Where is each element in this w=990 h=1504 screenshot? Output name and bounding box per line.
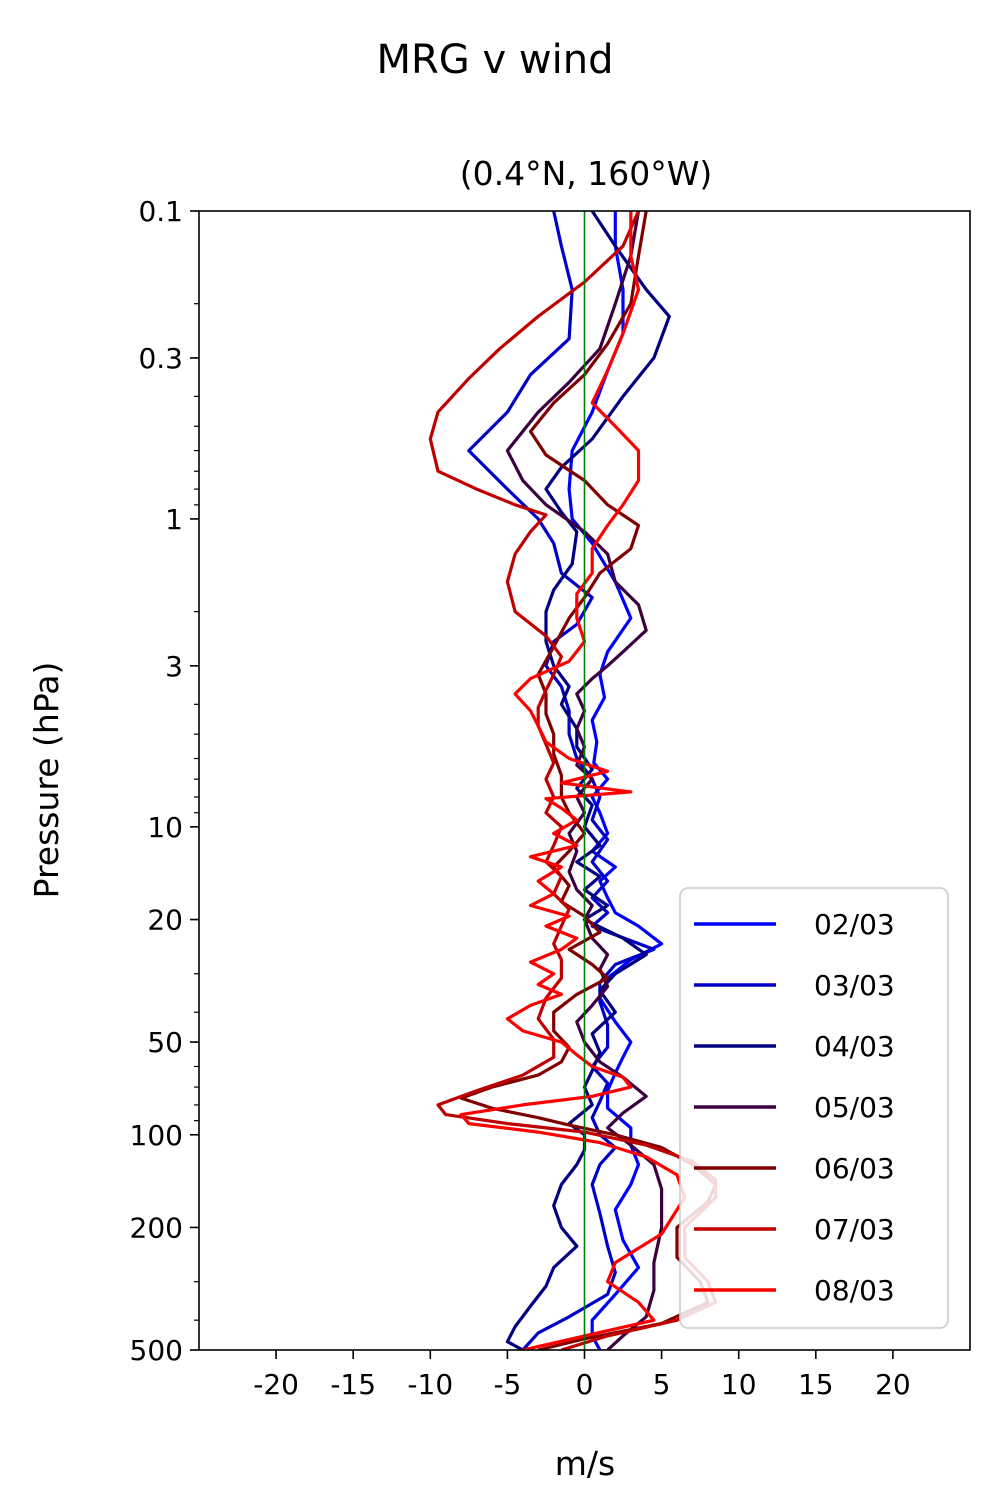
- y-tick-label: 10: [147, 811, 183, 844]
- series-line-1: [567, 211, 664, 1350]
- legend-frame: [679, 887, 949, 1329]
- x-tick-label: 5: [653, 1368, 671, 1401]
- y-tick-label: 3: [165, 650, 183, 683]
- legend-entry-label: 04/03: [814, 1030, 895, 1063]
- y-tick-label: 50: [147, 1026, 183, 1059]
- axes-layer: -20 -15 -10 -5 0 5 10 15 20 0.1 0.3 1 3 10 20 50 100 200 5…: [130, 195, 971, 1401]
- series-line-2: [467, 211, 656, 1350]
- x-tick-label: -10: [407, 1368, 453, 1401]
- y-tick-label: 100: [130, 1119, 183, 1152]
- series-layer: [428, 211, 718, 1350]
- y-tick-label: 0.1: [138, 195, 183, 228]
- x-tick-label: 15: [798, 1368, 834, 1401]
- x-axis-label: m/s: [555, 1444, 615, 1483]
- y-tick-label: 200: [130, 1211, 183, 1244]
- legend-entry-label: 08/03: [814, 1274, 895, 1307]
- x-tick-label: 20: [875, 1368, 911, 1401]
- y-axis-label: Pressure (hPa): [27, 662, 66, 899]
- x-tick-label: 10: [721, 1368, 757, 1401]
- series-line-7: [459, 211, 687, 1350]
- y-tick-label: 1: [165, 503, 183, 536]
- y-tick-label: 0.3: [138, 342, 183, 375]
- y-tick-label: 20: [147, 904, 183, 937]
- x-tick-label: -15: [330, 1368, 376, 1401]
- x-tick-label: 0: [576, 1368, 594, 1401]
- legend-entry-label: 03/03: [814, 969, 895, 1002]
- series-line-6: [428, 211, 718, 1350]
- chart-subtitle: (0.4°N, 160°W): [460, 154, 713, 193]
- series-line-3: [505, 211, 671, 1350]
- legend: 02/03 03/03 04/03 05/03 06/03 07/03 08/03: [679, 887, 949, 1329]
- legend-entry-label: 02/03: [814, 908, 895, 941]
- legend-entry-label: 05/03: [814, 1091, 895, 1124]
- legend-entry-label: 07/03: [814, 1213, 895, 1246]
- x-tick-label: -5: [493, 1368, 521, 1401]
- legend-entry-label: 06/03: [814, 1152, 895, 1185]
- x-tick-label: -20: [253, 1368, 299, 1401]
- y-tick-label: 500: [130, 1334, 183, 1367]
- chart-title: MRG v wind: [377, 37, 614, 83]
